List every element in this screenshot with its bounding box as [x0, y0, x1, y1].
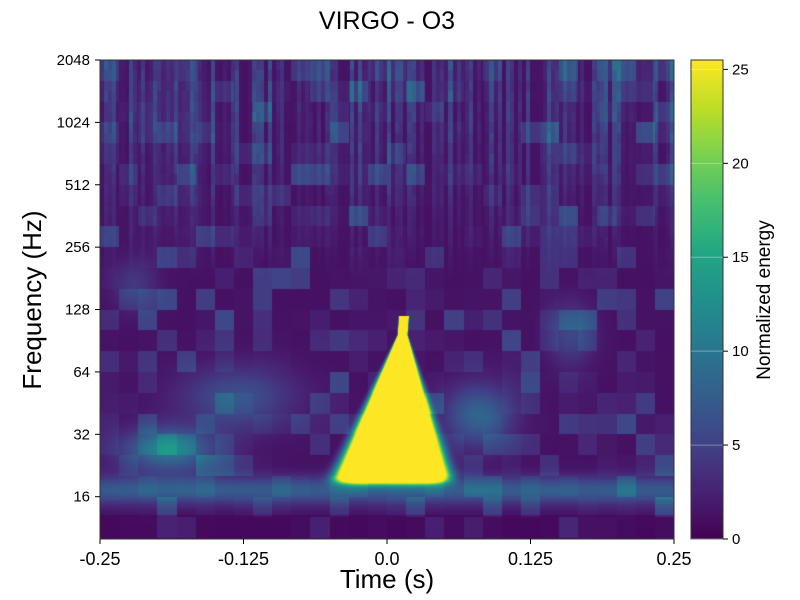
colorbar-tick-label: 0 — [732, 531, 740, 548]
x-tick-label: 0.125 — [508, 549, 553, 569]
colorbar-axis: 0 5 10 15 20 25 — [691, 61, 749, 548]
y-tick-label: 512 — [65, 177, 90, 194]
y-axis: 16 32 64 128 256 512 1024 2048 — [57, 52, 100, 506]
x-tick-label: 0.25 — [656, 549, 691, 569]
y-tick-label: 1024 — [57, 114, 90, 131]
x-tick-label: 0.0 — [374, 549, 399, 569]
x-tick-label: -0.25 — [79, 549, 120, 569]
colorbar-frame — [690, 59, 724, 540]
x-axis-label: Time (s) — [340, 564, 434, 594]
colorbar-tick-label: 20 — [732, 155, 749, 172]
colorbar — [691, 60, 723, 539]
y-axis-label: Frequency (Hz) — [17, 210, 47, 389]
colorbar-tick-label: 25 — [732, 61, 749, 78]
spectrogram-plot-area — [100, 60, 674, 539]
y-tick-label: 256 — [65, 239, 90, 256]
y-tick-label: 32 — [73, 426, 90, 443]
x-axis: -0.25 -0.125 0.0 0.125 0.25 — [79, 539, 692, 569]
y-tick-label: 2048 — [57, 52, 90, 69]
y-tick-label: 16 — [73, 489, 90, 506]
colorbar-tick-label: 15 — [732, 249, 749, 266]
chart-title: VIRGO - O3 — [319, 7, 455, 35]
colorbar-tick-label: 5 — [732, 437, 740, 454]
colorbar-tick-label: 10 — [732, 343, 749, 360]
y-tick-label: 128 — [65, 302, 90, 319]
colorbar-label: Normalized energy — [754, 220, 775, 380]
x-tick-label: -0.125 — [218, 549, 269, 569]
y-tick-label: 64 — [73, 364, 90, 381]
